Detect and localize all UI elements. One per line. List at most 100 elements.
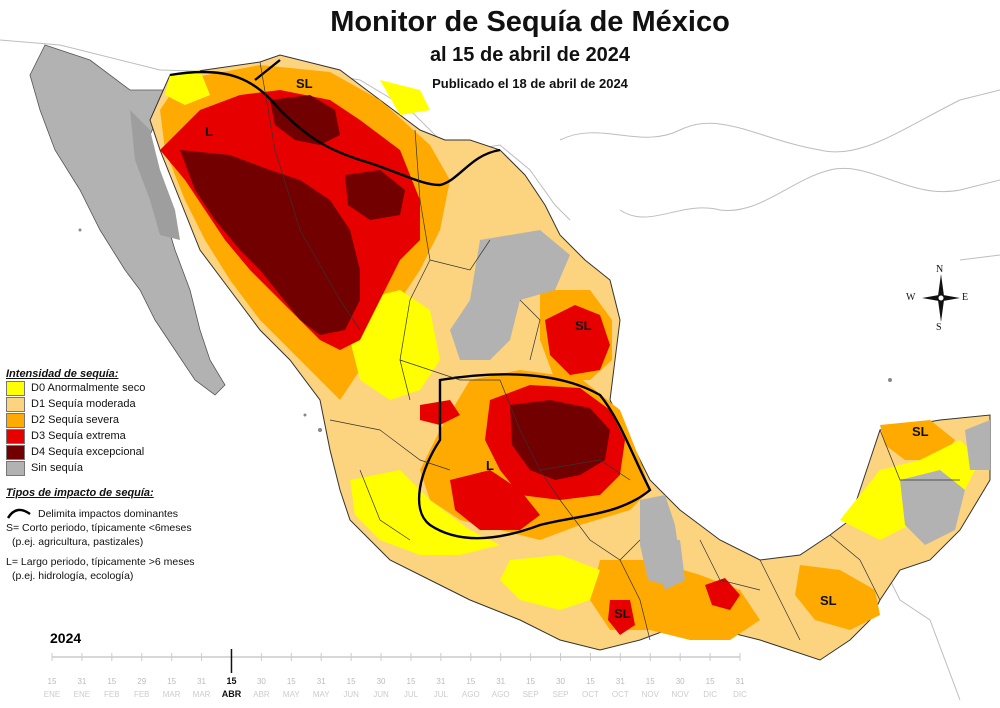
label-sl-south: SL — [820, 593, 837, 608]
impact-long-2: (p.ej. hidrología, ecología) — [12, 570, 134, 582]
timeline-month: AGO — [462, 690, 480, 699]
timeline-month: DIC — [703, 690, 717, 699]
timeline-day: 15 — [226, 676, 236, 686]
timeline-day: 30 — [556, 677, 565, 686]
timeline-month: JUL — [434, 690, 449, 699]
label-sl-north: SL — [296, 76, 313, 91]
timeline-month: MAR — [193, 690, 211, 699]
legend-label: Sin sequía — [31, 462, 83, 474]
timeline-day: 15 — [706, 677, 715, 686]
timeline-day: 15 — [167, 677, 176, 686]
timeline-month: MAY — [283, 690, 300, 699]
legend-swatch — [6, 460, 25, 476]
timeline-day: 30 — [257, 677, 266, 686]
impact-short-2: (p.ej. agricultura, pastizales) — [12, 536, 144, 548]
timeline-month: NOV — [642, 690, 660, 699]
timeline-month: NOV — [672, 690, 690, 699]
impact-short-1: S= Corto periodo, típicamente <6meses — [6, 522, 192, 534]
islands — [78, 228, 892, 432]
legend-label: D0 Anormalmente seco — [31, 382, 146, 394]
timeline-month: ABR — [222, 689, 242, 699]
timeline-day: 31 — [436, 677, 445, 686]
timeline-day: 15 — [466, 677, 475, 686]
published-date: Publicado el 18 de abril de 2024 — [432, 76, 628, 91]
legend-label: D1 Sequía moderada — [31, 398, 136, 410]
timeline-day: 30 — [676, 677, 685, 686]
legend-impact: Tipos de impacto de sequía: Delimita imp… — [6, 487, 195, 583]
legend-intensity: Intensidad de sequía: D0 Anormalmente se… — [6, 368, 145, 476]
legend-swatch — [6, 444, 25, 460]
timeline-month: JUN — [373, 690, 389, 699]
timeline-day: 31 — [77, 677, 86, 686]
timeline-year: 2024 — [50, 630, 82, 646]
timeline-month: DIC — [733, 690, 747, 699]
label-l-central: L — [486, 458, 494, 473]
compass-rose-icon — [922, 274, 960, 322]
legend-item: D1 Sequía moderada — [6, 396, 145, 412]
legend-label: D4 Sequía excepcional — [31, 446, 145, 458]
timeline-day: 31 — [736, 677, 745, 686]
timeline-month: JUN — [343, 690, 359, 699]
legend-items: D0 Anormalmente seco D1 Sequía moderada D2… — [6, 380, 145, 476]
timeline-month: MAY — [313, 690, 330, 699]
timeline-day: 29 — [137, 677, 146, 686]
timeline: 15 ENE 31 ENE 15 FEB 29 FEB 15 MAR 31 MAR 15 ABR 30 ABR… — [44, 649, 747, 699]
label-l-northwest: L — [205, 124, 213, 139]
timeline-day: 15 — [526, 677, 535, 686]
timeline-day: 15 — [107, 677, 116, 686]
label-sl-yucatan: SL — [912, 424, 929, 439]
timeline-month: OCT — [582, 690, 599, 699]
impact-long-1: L= Largo periodo, típicamente >6 meses — [6, 556, 195, 568]
compass-n: N — [936, 264, 944, 275]
no-drought-areas — [450, 230, 990, 590]
timeline-day: 15 — [407, 677, 416, 686]
timeline-month: MAR — [163, 690, 181, 699]
timeline-month: SEP — [523, 690, 539, 699]
timeline-day: 30 — [377, 677, 386, 686]
timeline-month: OCT — [612, 690, 629, 699]
legend-label: D2 Sequía severa — [31, 414, 120, 426]
timeline-day: 31 — [616, 677, 625, 686]
timeline-day: 15 — [287, 677, 296, 686]
legend-item: D4 Sequía excepcional — [6, 444, 145, 460]
map-title: Monitor de Sequía de México — [330, 6, 730, 38]
legend-item: D2 Sequía severa — [6, 412, 145, 428]
timeline-month: SEP — [553, 690, 569, 699]
state-borders — [259, 61, 960, 641]
legend-swatch — [6, 412, 25, 428]
timeline-month: ENE — [44, 690, 60, 699]
timeline-month: ABR — [253, 690, 270, 699]
impact-line-label: Delimita impactos dominantes — [38, 508, 179, 520]
timeline-month: JUL — [404, 690, 419, 699]
compass-s: S — [936, 322, 942, 333]
label-sl-northeast: SL — [575, 318, 592, 333]
legend-label: D3 Sequía extrema — [31, 430, 126, 442]
impact-line-row: Delimita impactos dominantes — [6, 507, 195, 521]
timeline-month: FEB — [104, 690, 120, 699]
timeline-day: 31 — [496, 677, 505, 686]
legend-item: Sin sequía — [6, 460, 145, 476]
legend-swatch — [6, 380, 25, 396]
impact-boundaries — [169, 59, 652, 540]
legend-swatch — [6, 396, 25, 412]
legend-swatch — [6, 428, 25, 444]
compass-e: E — [962, 292, 969, 303]
compass-w: W — [906, 292, 916, 303]
timeline-month: AGO — [492, 690, 510, 699]
label-sl-guerrero: SL — [614, 606, 631, 621]
timeline-day: 31 — [197, 677, 206, 686]
timeline-day: 15 — [646, 677, 655, 686]
timeline-day: 31 — [317, 677, 326, 686]
timeline-day: 15 — [586, 677, 595, 686]
timeline-month: FEB — [134, 690, 150, 699]
legend-item: D3 Sequía extrema — [6, 428, 145, 444]
map-subtitle: al 15 de abril de 2024 — [429, 44, 631, 66]
legend-intensity-heading: Intensidad de sequía: — [6, 368, 119, 380]
timeline-month: ENE — [74, 690, 90, 699]
impact-line-icon — [6, 508, 31, 519]
legend-item: D0 Anormalmente seco — [6, 380, 145, 396]
timeline-day: 15 — [347, 677, 356, 686]
timeline-day: 15 — [48, 677, 57, 686]
legend-impact-heading: Tipos de impacto de sequía: — [6, 487, 154, 499]
